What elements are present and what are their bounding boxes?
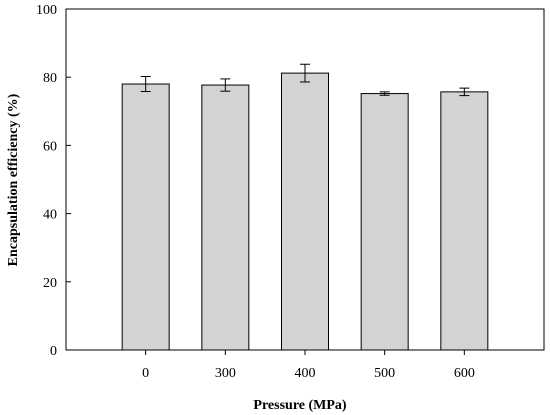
x-tick-label-0: 0 bbox=[142, 366, 149, 381]
error-bars-layer bbox=[140, 63, 470, 97]
x-tick-label-400: 400 bbox=[295, 366, 316, 381]
plot-frame bbox=[65, 8, 545, 351]
x-tick-label-600: 600 bbox=[454, 366, 475, 381]
bar-500 bbox=[360, 93, 409, 351]
y-tick-label-40: 40 bbox=[43, 208, 57, 223]
y-axis-title: Encapsulation efficiency (%) bbox=[6, 93, 21, 266]
axes-layer: 0 300 400 500 600 0 20 40 60 80 100 bbox=[36, 3, 545, 381]
y-tick-label-80: 80 bbox=[43, 71, 57, 86]
x-axis-title: Pressure (MPa) bbox=[253, 398, 347, 413]
x-tick-label-500: 500 bbox=[374, 366, 395, 381]
bar-0 bbox=[121, 83, 170, 351]
bar-400 bbox=[281, 72, 329, 351]
x-tick-label-300: 300 bbox=[215, 366, 236, 381]
y-tick-label-20: 20 bbox=[43, 276, 57, 291]
y-tick-label-0: 0 bbox=[50, 344, 57, 359]
bar-300 bbox=[201, 84, 250, 351]
bar-600 bbox=[440, 91, 489, 351]
y-tick-label-100: 100 bbox=[36, 3, 57, 18]
y-tick-label-60: 60 bbox=[43, 139, 57, 154]
bars-layer bbox=[121, 72, 489, 351]
